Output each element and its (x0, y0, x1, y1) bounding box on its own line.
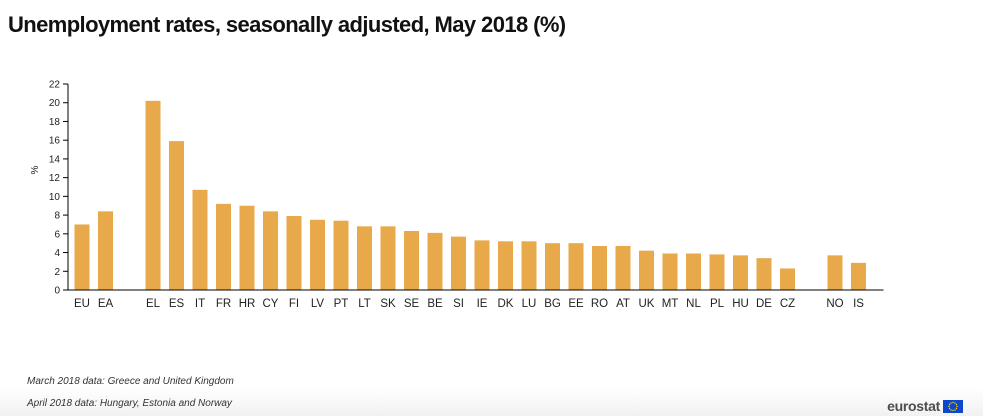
y-tick-label: 2 (54, 267, 60, 278)
bar-fr[interactable] (216, 203, 231, 290)
bar-eu[interactable] (74, 224, 90, 290)
bar-it[interactable] (192, 189, 208, 290)
x-tick-label: CY (263, 298, 279, 310)
bar-at[interactable] (615, 245, 631, 290)
x-tick-label: LV (311, 298, 325, 310)
x-tick-label: HR (239, 298, 256, 310)
bar-no[interactable] (827, 255, 843, 290)
x-tick-label: NL (686, 298, 701, 310)
bar-ee[interactable] (568, 243, 584, 290)
x-tick-label: FI (289, 298, 299, 310)
x-tick-label: LT (358, 298, 371, 310)
bar-sk[interactable] (380, 226, 396, 290)
bar-pl[interactable] (709, 254, 725, 290)
bar-fi[interactable] (286, 216, 302, 290)
x-tick-label: FR (216, 298, 231, 310)
bar-se[interactable] (404, 231, 419, 290)
x-tick-label: IE (477, 298, 488, 310)
bar-uk[interactable] (639, 250, 654, 290)
y-tick-label: 8 (54, 211, 60, 222)
x-tick-label: EU (74, 298, 90, 310)
x-tick-label: ES (169, 298, 185, 310)
footnote: April 2018 data: Hungary, Estonia and No… (27, 398, 232, 409)
bar-hu[interactable] (733, 255, 748, 290)
x-tick-label: AT (616, 298, 630, 310)
chart-title: Unemployment rates, seasonally adjusted,… (8, 12, 566, 37)
x-tick-label: EA (98, 298, 114, 310)
bar-dk[interactable] (498, 241, 513, 290)
logo-text: eurostat (887, 398, 940, 414)
bar-cz[interactable] (780, 268, 795, 290)
eurostat-logo[interactable]: eurostat (887, 398, 963, 414)
footnote: March 2018 data: Greece and United Kingd… (27, 376, 234, 387)
x-tick-label: BE (427, 298, 443, 310)
bar-de[interactable] (756, 258, 772, 290)
x-tick-label: SK (380, 298, 396, 310)
y-tick-label: 6 (54, 229, 60, 240)
bar-lt[interactable] (357, 226, 372, 290)
x-tick-label: LU (522, 298, 537, 310)
x-axis-labels: EU EA EL ES IT FR HR CY FI LV PT LT SK SE BE SI IE DK LU BG… (68, 289, 884, 310)
x-tick-label: IS (853, 298, 864, 310)
x-tick-label: PT (334, 298, 349, 310)
x-tick-label: PL (710, 298, 725, 310)
y-tick-label: 0 (54, 286, 60, 297)
bar-pt[interactable] (333, 220, 349, 290)
bar-nl[interactable] (686, 253, 701, 290)
bars (74, 100, 866, 290)
bar-chart: 0 2 4 6 8 10 12 14 16 18 20 22 EU EA EL ES IT FR HR CY FI LV… (30, 80, 884, 310)
y-tick-label: 16 (49, 136, 61, 147)
bar-be[interactable] (427, 232, 443, 290)
x-tick-label: DK (498, 298, 514, 310)
y-tick-label: 20 (49, 98, 61, 109)
bar-ea[interactable] (98, 211, 113, 290)
x-tick-label: IT (195, 298, 205, 310)
bar-cy[interactable] (263, 211, 278, 290)
bar-mt[interactable] (662, 253, 678, 290)
eu-flag-icon (943, 399, 963, 413)
bar-bg[interactable] (545, 243, 560, 290)
y-axis-unit: % (30, 165, 41, 174)
bar-lu[interactable] (521, 241, 537, 290)
footer-band (0, 388, 983, 416)
x-tick-label: DE (756, 298, 772, 310)
x-tick-label: MT (662, 298, 679, 310)
bar-si[interactable] (451, 236, 466, 290)
x-tick-label: BG (544, 298, 561, 310)
x-tick-label: EE (568, 298, 584, 310)
y-tick-label: 4 (54, 248, 60, 259)
y-axis: 0 2 4 6 8 10 12 14 16 18 20 22 (49, 80, 69, 297)
y-tick-label: 12 (49, 173, 61, 184)
y-tick-label: 18 (49, 117, 61, 128)
bar-ie[interactable] (474, 240, 490, 290)
x-tick-label: NO (826, 298, 843, 310)
bar-el[interactable] (145, 100, 161, 290)
x-tick-label: RO (591, 298, 608, 310)
x-tick-label: SE (404, 298, 420, 310)
y-tick-label: 22 (49, 80, 61, 91)
bar-ro[interactable] (592, 245, 607, 290)
x-tick-label: SI (453, 298, 464, 310)
bar-lv[interactable] (310, 219, 325, 290)
bar-is[interactable] (851, 262, 866, 290)
x-tick-label: EL (146, 298, 161, 310)
x-tick-label: HU (732, 298, 749, 310)
y-tick-label: 14 (49, 154, 61, 165)
x-tick-label: UK (639, 298, 655, 310)
x-tick-label: CZ (780, 298, 795, 310)
y-tick-label: 10 (49, 192, 61, 203)
bar-hr[interactable] (239, 205, 255, 290)
bar-es[interactable] (169, 141, 184, 290)
